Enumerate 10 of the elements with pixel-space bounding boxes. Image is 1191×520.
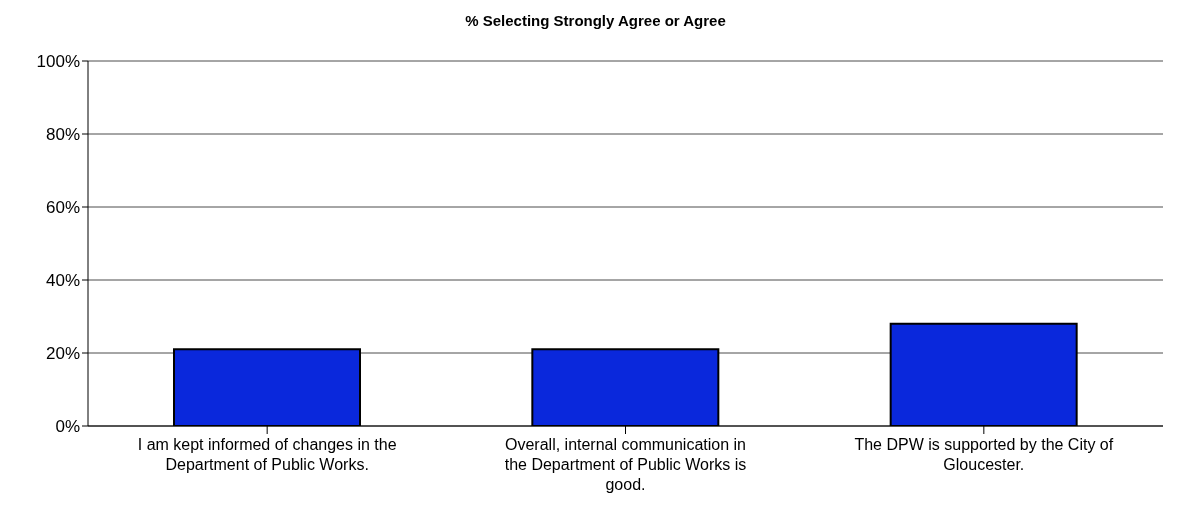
y-tick-label: 100% — [36, 52, 80, 72]
y-tick-label: 60% — [45, 198, 80, 218]
x-tick-label: Overall, internal communication in the Department of Public Works is good. — [504, 436, 747, 493]
y-tick-label: 40% — [45, 271, 80, 291]
x-tick-label: The DPW is supported by the City of Gloucester. — [854, 436, 1114, 473]
y-tick-label: 80% — [45, 125, 80, 145]
y-tick-label: 0% — [55, 417, 80, 437]
y-tick-label: 20% — [45, 344, 80, 364]
x-tick-label: I am kept informed of changes in the Department of Public Works. — [137, 436, 397, 473]
chart-title: % Selecting Strongly Agree or Agree — [464, 12, 727, 31]
